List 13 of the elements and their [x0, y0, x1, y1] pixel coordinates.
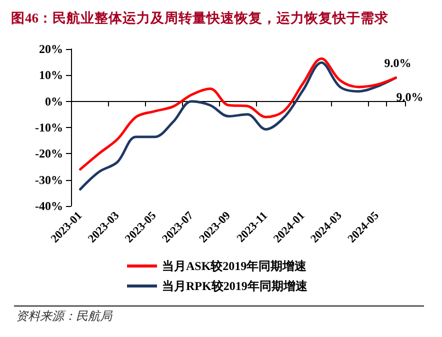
y-tick-label: 10%: [39, 68, 63, 82]
data-label: 9.0%: [384, 56, 412, 70]
legend-label: 当月ASK较2019年同期增速: [162, 259, 308, 273]
y-tick-label: -20%: [35, 146, 63, 161]
chart-title: 图46：民航业整体运力及周转量快速恢复，运力恢复快于需求: [11, 10, 390, 26]
legend-label: 当月RPK较2019年同期增速: [162, 279, 308, 293]
y-tick-label: -40%: [35, 199, 63, 213]
y-tick-label: 20%: [39, 42, 63, 56]
text: 资料来源：民航局: [16, 309, 113, 323]
y-tick-label: -10%: [35, 120, 63, 134]
y-tick-label: 0%: [45, 94, 63, 108]
y-tick-label: -30%: [35, 172, 63, 187]
data-label: 9.0%: [396, 90, 424, 104]
